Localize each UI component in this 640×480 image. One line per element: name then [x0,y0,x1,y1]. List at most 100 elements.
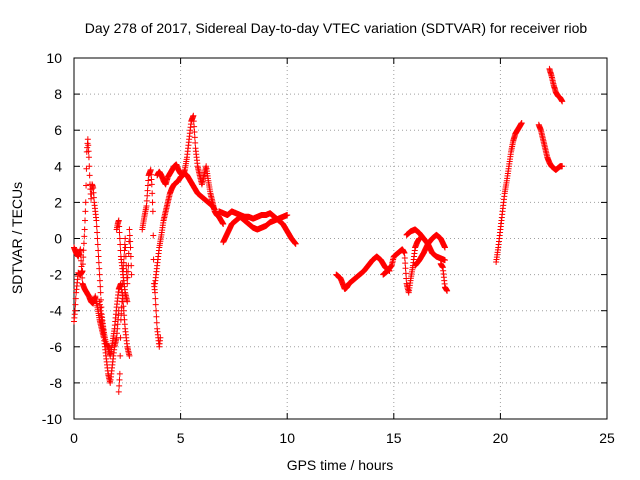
data-point [94,229,101,236]
data-point [144,182,151,189]
data-point [95,259,102,266]
plot-frame [73,57,608,420]
data-point [117,352,124,359]
data-point [124,298,131,305]
data-point [81,233,88,240]
data-point [157,334,164,341]
data-point [402,260,409,267]
data-point [116,223,123,230]
data-point [96,271,103,278]
y-tick-label: 2 [54,194,62,210]
data-point [559,163,566,170]
data-point [116,382,123,389]
data-point [145,177,152,184]
data-point [82,199,89,206]
data-point [441,257,448,264]
y-tick-label: 4 [54,158,62,174]
data-point [127,244,134,251]
data-point [559,98,566,105]
data-point [191,129,198,136]
data-point [152,295,159,302]
data-point [518,119,525,126]
data-point [118,310,125,317]
data-point [97,283,104,290]
data-point [191,134,198,141]
series-sat-b [71,244,122,386]
series-sat-a [71,136,107,336]
data-point [78,263,85,270]
x-tick-label: 5 [177,430,185,446]
data-point [118,298,125,305]
data-point [95,247,102,254]
data-point [190,112,197,119]
x-tick-label: 15 [386,430,402,446]
series-sat-l [380,235,423,296]
data-points [71,65,566,395]
y-tick-label: -6 [50,339,63,355]
data-point [79,267,86,274]
y-tick-labels: -10 -8 -6 -4 -2 0 2 4 6 8 10 [42,50,62,427]
data-point [125,250,132,257]
y-tick-label: 6 [54,122,62,138]
y-tick-label: 8 [54,86,62,102]
data-point [149,208,156,215]
data-point [149,190,156,197]
data-point [72,301,79,308]
series-sat-r [546,65,566,105]
data-point [86,172,93,179]
data-point [77,246,84,253]
series-sat-o [437,260,451,294]
series-sat-p [493,119,525,265]
data-point [128,271,135,278]
data-point [402,270,409,277]
data-point [401,249,408,256]
data-point [78,269,85,276]
series-sat-g [154,112,227,228]
x-tick-label: 25 [599,430,615,446]
data-point [190,118,197,125]
data-point [94,235,101,242]
data-point [401,255,408,262]
series-sat-m [403,226,448,264]
data-point [96,277,103,284]
data-point [116,370,123,377]
data-point [144,192,151,199]
series-sat-j [215,208,299,247]
data-point [83,182,90,189]
x-axis-title: GPS time / hours [287,457,394,473]
data-point [149,199,156,206]
data-point [444,287,451,294]
data-point [126,352,133,359]
data-point [116,376,123,383]
data-point [85,148,92,155]
data-point [211,206,218,213]
data-point [441,244,448,251]
data-point [284,212,291,219]
axis-ticks [73,57,608,420]
data-point [116,235,123,242]
y-tick-label: -8 [50,375,63,391]
series-sat-h [152,170,218,287]
data-point [80,240,87,247]
data-point [153,307,160,314]
data-point [148,181,155,188]
x-tick-label: 20 [493,430,509,446]
data-point [152,301,159,308]
data-point [153,313,160,320]
data-point [85,142,92,149]
data-point [72,295,79,302]
data-point [72,307,79,314]
data-point [116,229,123,236]
data-point [85,154,92,161]
data-point [82,208,89,215]
data-point [97,289,104,296]
data-point [117,247,124,254]
data-point [86,163,93,170]
data-point [79,274,86,281]
data-point [84,136,91,143]
data-point [128,262,135,269]
data-point [94,241,101,248]
data-point [402,265,409,272]
data-point [153,319,160,326]
